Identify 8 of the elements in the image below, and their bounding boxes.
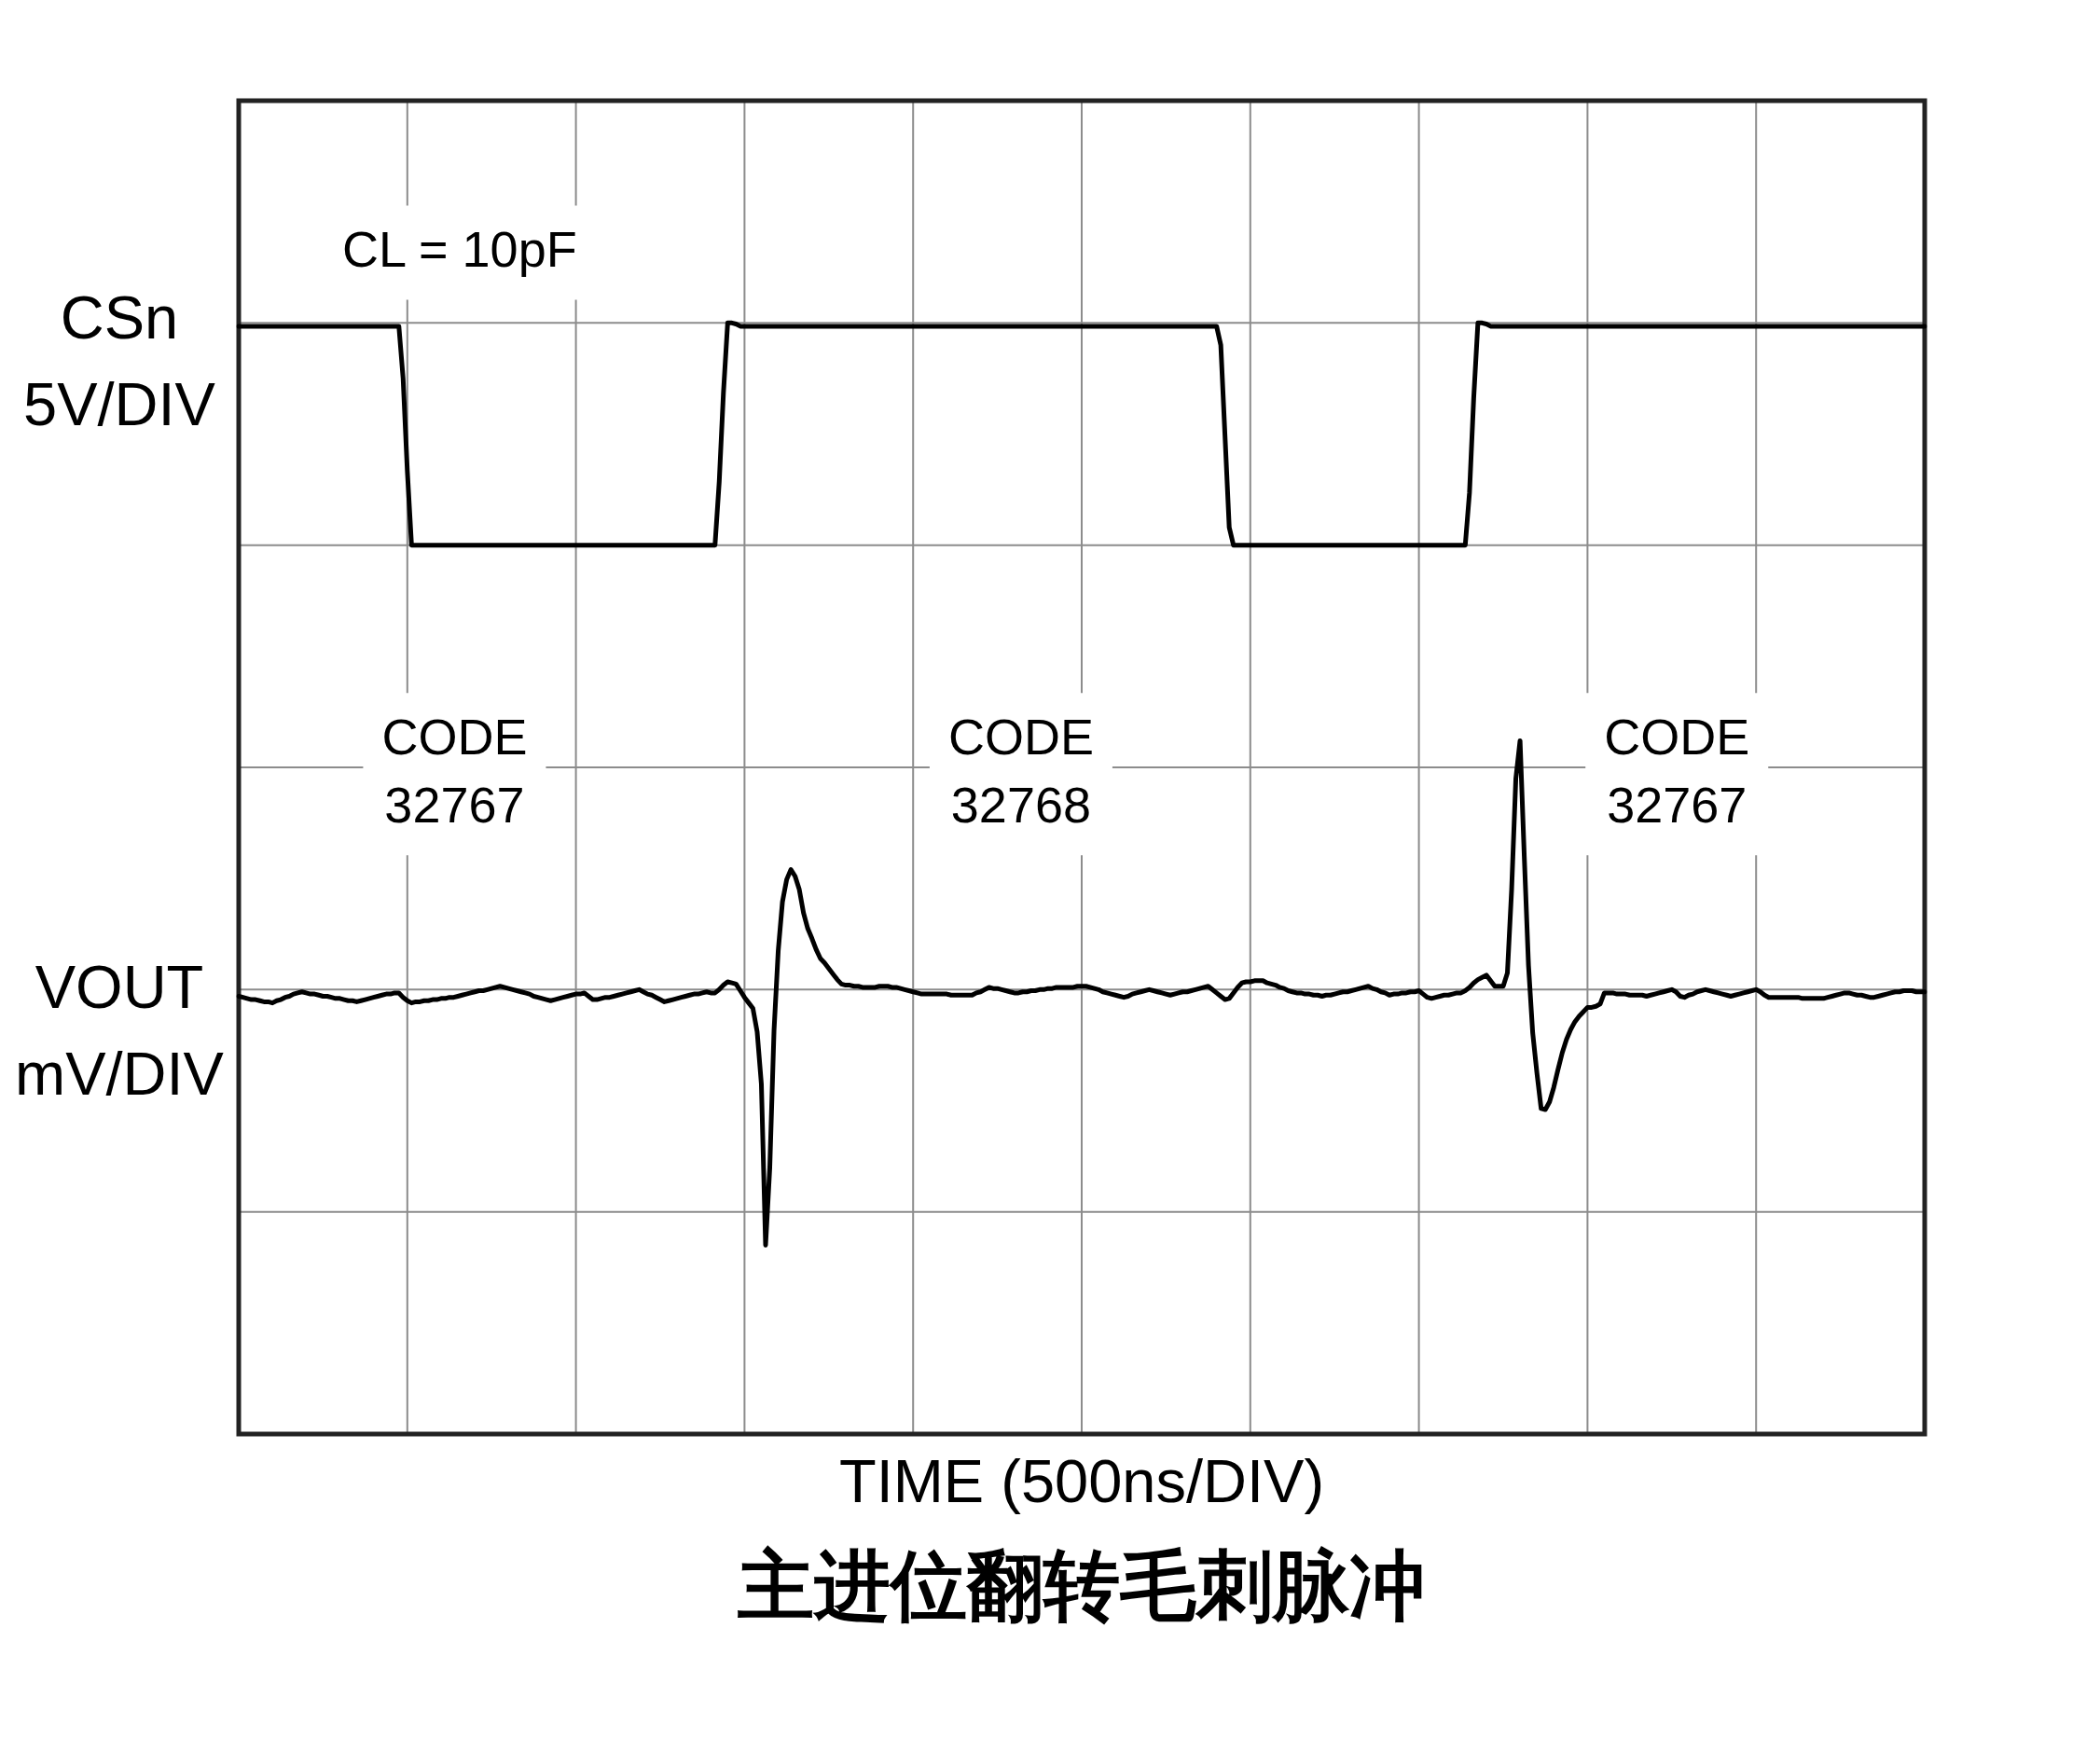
series-label: CSn 5V/DIV xyxy=(23,283,216,438)
x-axis-title: TIME (500ns/DIV) xyxy=(838,1446,1325,1515)
text: CL = 10pF xyxy=(342,220,577,277)
text: 主进位翻转毛刺脉冲 xyxy=(737,1542,1426,1628)
annotation: CODE 32767 xyxy=(1604,708,1750,833)
annotation: CODE 32767 xyxy=(381,708,528,833)
annotation: CODE 32768 xyxy=(947,708,1094,833)
series-label: VOUT mV/DIV xyxy=(15,953,225,1109)
